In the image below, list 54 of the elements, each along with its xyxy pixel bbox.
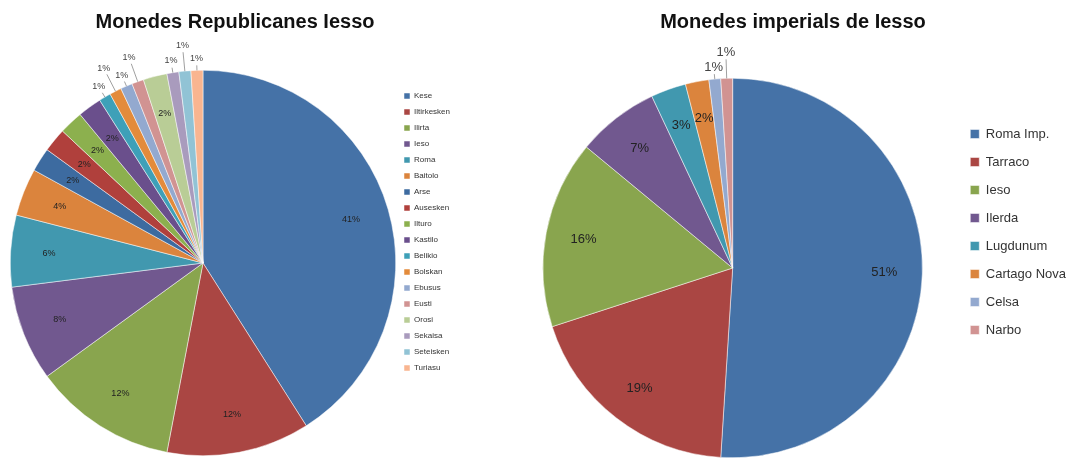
- data-label: 2%: [77, 159, 91, 170]
- data-label: 1%: [716, 43, 736, 59]
- legend-label: Roma Imp.: [985, 125, 1050, 141]
- legend-label: Kese: [413, 91, 433, 101]
- legend-label: Ebusus: [413, 283, 441, 293]
- legend-label: Belikio: [413, 251, 439, 261]
- data-label: 2%: [90, 145, 104, 156]
- data-label: 2%: [158, 108, 172, 119]
- legend-label: Ieso: [985, 181, 1011, 197]
- legend-label: Celsa: [985, 293, 1020, 309]
- legend-label: Orosi: [413, 315, 434, 325]
- legend-label: Lugdunum: [985, 237, 1048, 253]
- data-label: 12%: [222, 408, 241, 419]
- legend-label: Bolskan: [413, 267, 443, 277]
- data-label: 3%: [671, 116, 692, 132]
- legend-label: Roma: [413, 155, 436, 165]
- legend-label: Ilerda: [985, 209, 1020, 225]
- legend-label: Iltirkesken: [413, 107, 450, 117]
- legend-label: Eusti: [413, 299, 432, 309]
- legend-label: Baitolo: [413, 171, 439, 181]
- chart-title: Monedes Republicanes Iesso: [95, 9, 375, 32]
- legend-label: Narbo: [985, 321, 1022, 337]
- legend-label: Cartago Nova: [985, 265, 1067, 281]
- data-label: 41%: [342, 214, 361, 225]
- data-label: 1%: [190, 52, 204, 63]
- legend-label: Ilturo: [413, 219, 433, 229]
- chart-title: Monedes imperials de Iesso: [660, 9, 926, 32]
- data-label: 4%: [53, 200, 67, 211]
- legend-label: Arse: [413, 187, 431, 197]
- data-label: 7%: [630, 139, 650, 155]
- data-label: 1%: [115, 69, 129, 80]
- data-label: 1%: [92, 81, 106, 92]
- legend-label: Tarraco: [985, 153, 1030, 169]
- legend-label: Ilirta: [413, 123, 430, 133]
- data-label: 1%: [175, 39, 189, 50]
- data-label: 1%: [164, 55, 178, 66]
- legend-label: Ausesken: [413, 203, 450, 213]
- data-label: 6%: [42, 247, 56, 258]
- data-label: 1%: [122, 51, 136, 62]
- legend-label: Seteisken: [413, 347, 450, 357]
- data-label: 2%: [66, 174, 80, 185]
- legend-label: Turiasu: [413, 363, 441, 373]
- data-label: 1%: [704, 58, 724, 74]
- legend-label: Ieso: [413, 139, 430, 149]
- legend-label: Kastilo: [413, 235, 439, 245]
- data-label: 1%: [97, 62, 111, 73]
- data-label: 2%: [105, 132, 119, 143]
- data-label: 8%: [53, 314, 67, 325]
- legend-label: Sekaisa: [413, 331, 443, 341]
- data-label: 19%: [626, 379, 654, 395]
- data-label: 16%: [570, 231, 597, 247]
- data-label: 51%: [871, 264, 898, 280]
- data-label: 12%: [111, 387, 130, 398]
- data-label: 2%: [694, 110, 715, 126]
